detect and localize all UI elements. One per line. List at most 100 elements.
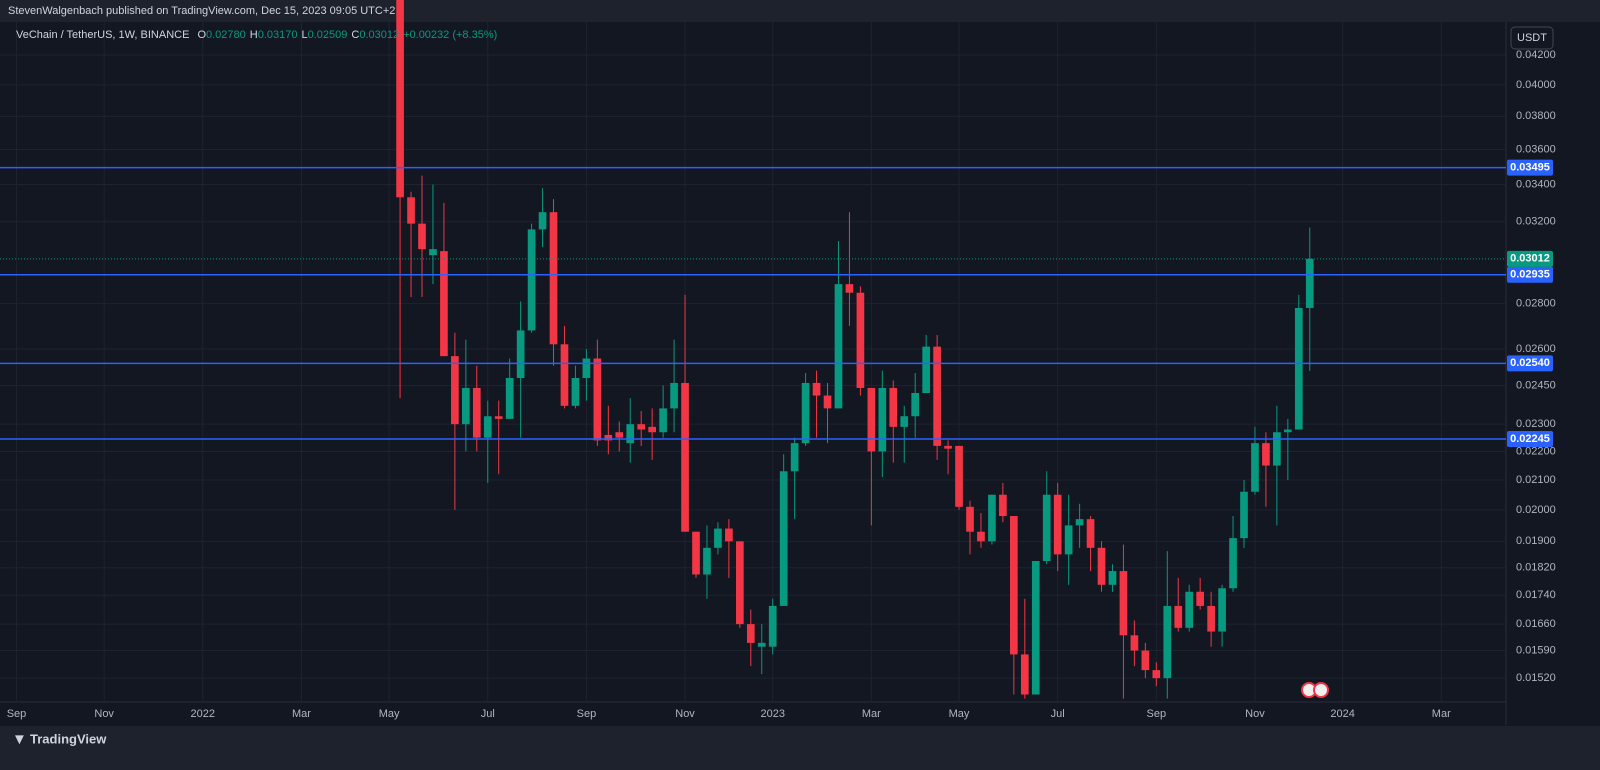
x-tick-label: Mar xyxy=(292,708,311,720)
y-tick-label: 0.01660 xyxy=(1516,618,1556,630)
candle-body xyxy=(878,387,887,452)
candle-body xyxy=(505,377,514,419)
y-tick-label: 0.01520 xyxy=(1516,672,1556,684)
y-tick-label: 0.02600 xyxy=(1516,343,1556,355)
candle-body xyxy=(867,387,876,452)
candle-body xyxy=(483,416,492,438)
candle-body xyxy=(527,229,536,331)
y-tick-label: 0.01900 xyxy=(1516,535,1556,547)
candle-body xyxy=(1240,491,1248,539)
candle-body xyxy=(462,387,470,425)
candle-body xyxy=(516,330,525,378)
candle-body xyxy=(1163,605,1172,679)
event-icon[interactable] xyxy=(1313,682,1329,698)
candle-body xyxy=(801,382,810,444)
candle-body xyxy=(571,377,580,406)
level-label-box xyxy=(1507,159,1553,176)
candle-body xyxy=(1251,443,1259,492)
candle-body xyxy=(977,531,985,542)
candle-body xyxy=(889,387,898,427)
candles xyxy=(396,0,1314,699)
candle-body xyxy=(1284,429,1292,433)
candle-body xyxy=(692,531,700,575)
candle-body xyxy=(549,212,558,345)
x-tick-label: Jul xyxy=(1051,708,1065,720)
candle-body xyxy=(703,547,711,575)
candle-body xyxy=(1207,605,1215,632)
level-label: 0.02935 xyxy=(1510,269,1550,281)
candle-body xyxy=(714,528,722,548)
overlays: 0.04200 0.04000 0.03800 0.03600 0.03400 0.032… xyxy=(0,49,1556,720)
y-tick-label: 0.02300 xyxy=(1516,418,1556,430)
last-price-label: 0.03012 xyxy=(1510,253,1550,265)
x-tick-label: May xyxy=(379,708,400,720)
candle-body xyxy=(1273,432,1281,466)
candle-body xyxy=(1119,571,1128,636)
candle-body xyxy=(472,387,481,438)
candle-body xyxy=(1185,591,1194,628)
candle-body xyxy=(1229,538,1237,589)
y-tick-label: 0.02200 xyxy=(1516,445,1556,457)
candle-body xyxy=(1108,571,1117,585)
y-tick-label: 0.02800 xyxy=(1516,297,1556,309)
candle-body xyxy=(845,284,854,293)
candle-body xyxy=(1174,605,1183,628)
candle-body xyxy=(955,445,963,507)
legend-h: H xyxy=(250,29,258,41)
candle-body xyxy=(999,494,1007,517)
candle-body xyxy=(1075,519,1084,526)
candle-body xyxy=(637,424,646,430)
candle-body xyxy=(494,416,503,419)
y-tick-label: 0.03800 xyxy=(1516,110,1556,122)
currency-label[interactable]: USDT xyxy=(1517,32,1547,44)
y-tick-label: 0.02100 xyxy=(1516,474,1556,486)
candle-body xyxy=(746,624,755,643)
legend-o: O xyxy=(197,29,206,41)
candle-body xyxy=(1141,650,1150,671)
candle-body xyxy=(812,382,821,396)
level-label-box xyxy=(1507,431,1553,448)
candle-body xyxy=(1130,635,1139,651)
candle-body xyxy=(1010,516,1018,655)
candle-body xyxy=(582,358,591,378)
candle-body xyxy=(988,494,996,542)
candle-body xyxy=(1152,670,1161,679)
x-tick-label: 2024 xyxy=(1330,708,1354,720)
candle-body xyxy=(736,541,744,625)
candle-body xyxy=(1031,561,1040,695)
candle-body xyxy=(922,346,930,394)
x-tick-label: Jul xyxy=(481,708,495,720)
y-tick-label: 0.01740 xyxy=(1516,589,1556,601)
x-tick-label: Mar xyxy=(862,708,881,720)
legend-high: 0.03170 xyxy=(258,29,298,41)
candle-body xyxy=(593,358,602,441)
candle-body xyxy=(944,445,952,449)
candle-body xyxy=(933,346,941,446)
candle-body xyxy=(768,605,777,647)
x-tick-label: Sep xyxy=(7,708,27,720)
y-tick-label: 0.03600 xyxy=(1516,143,1556,155)
candle-body xyxy=(966,506,974,532)
x-tick-label: Nov xyxy=(1245,708,1265,720)
candle-body xyxy=(1053,494,1062,555)
y-tick-label: 0.01590 xyxy=(1516,644,1556,656)
x-tick-label: 2023 xyxy=(760,708,784,720)
candle-body xyxy=(396,0,404,198)
last-price-box xyxy=(1507,250,1553,267)
candle-body xyxy=(1262,443,1270,466)
y-tick-label: 0.01820 xyxy=(1516,562,1556,574)
footer-brand: TradingView xyxy=(30,731,107,746)
legend-low: 0.02509 xyxy=(308,29,348,41)
candle-body xyxy=(615,432,624,438)
candle-body xyxy=(900,416,909,427)
x-tick-label: Mar xyxy=(1432,708,1451,720)
candle-body xyxy=(429,249,437,256)
candle-body xyxy=(823,395,832,409)
candle-body xyxy=(1218,588,1226,632)
currency-button[interactable] xyxy=(1510,26,1554,50)
x-tick-label: Nov xyxy=(675,708,695,720)
candle-body xyxy=(1020,654,1029,695)
candle-body xyxy=(1196,591,1204,606)
